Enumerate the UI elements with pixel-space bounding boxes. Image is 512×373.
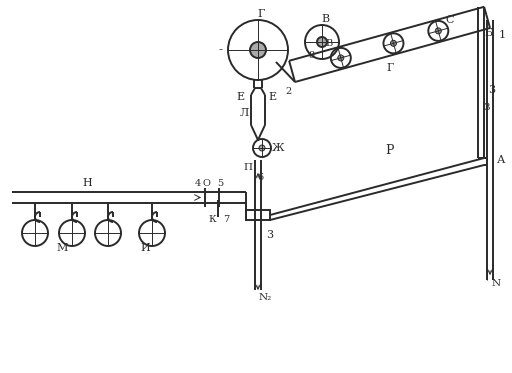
Text: И: И [140,243,150,253]
Text: Б: Б [484,28,492,38]
Text: 3: 3 [484,103,490,113]
Text: 6: 6 [257,173,263,182]
Text: Ж: Ж [272,143,284,153]
Circle shape [391,40,396,46]
Text: Е: Е [268,92,276,102]
Text: N: N [492,279,501,288]
Text: 2: 2 [286,88,292,97]
Text: В: В [325,40,332,48]
Text: 3: 3 [266,230,273,240]
Text: 5: 5 [217,179,223,188]
Text: С: С [446,15,454,25]
Text: А: А [497,155,505,165]
Text: Е: Е [236,92,244,102]
Bar [246,210,270,220]
Text: 1: 1 [499,30,505,40]
Text: -: - [219,44,223,56]
Circle shape [317,37,327,47]
Circle shape [250,42,266,58]
Text: Л: Л [240,108,249,118]
Text: В: В [321,14,329,24]
Circle shape [259,145,265,151]
Text: 7: 7 [223,216,229,225]
Text: П: П [244,163,252,172]
Text: N₂: N₂ [259,292,272,301]
Text: 3: 3 [488,85,496,95]
Circle shape [338,55,344,61]
Text: Г: Г [387,63,394,73]
Text: К: К [208,216,216,225]
Circle shape [435,28,441,34]
Text: М: М [56,243,68,253]
Text: Н: Н [82,178,92,188]
Text: 8: 8 [308,51,314,60]
Text: О: О [202,179,210,188]
Text: 4: 4 [195,179,201,188]
Text: Р: Р [386,144,394,157]
Text: Г: Г [258,9,265,19]
